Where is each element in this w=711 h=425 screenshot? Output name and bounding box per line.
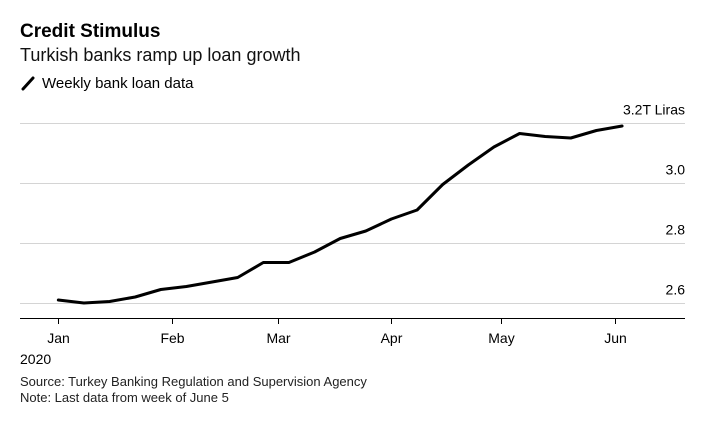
x-tick-label: Feb	[160, 330, 184, 346]
y-tick-label: 2.8	[666, 222, 686, 238]
y-tick-label: 2.6	[666, 282, 686, 298]
series-group	[56, 124, 624, 305]
chart-title: Credit Stimulus	[20, 21, 161, 42]
legend-label: Weekly bank loan data	[42, 74, 194, 92]
x-tick-label: Jun	[604, 330, 627, 346]
chart-subtitle: Turkish banks ramp up loan growth	[20, 45, 301, 65]
x-tick-label: Mar	[266, 330, 290, 346]
x-tick-label: Jan	[47, 330, 70, 346]
y-tick-labels: 2.6 2.8 3.0 3.2T Liras	[623, 102, 685, 298]
source-note: Source: Turkey Banking Regulation and Su…	[20, 374, 367, 389]
y-tick-label: 3.2T Liras	[623, 102, 685, 118]
footnote: Note: Last data from week of June 5	[20, 390, 229, 405]
legend: Weekly bank loan data	[20, 72, 194, 94]
y-tick-label: 3.0	[666, 162, 686, 178]
x-tick-label: Apr	[381, 330, 403, 346]
legend-line-icon	[21, 76, 35, 91]
x-tick-labels: Jan Feb Mar Apr May Jun 2020	[20, 330, 627, 367]
x-year-label: 2020	[20, 351, 51, 367]
x-tick-label: May	[488, 330, 514, 346]
series-line	[56, 124, 624, 305]
gridlines	[20, 123, 685, 304]
x-axis	[20, 318, 685, 324]
